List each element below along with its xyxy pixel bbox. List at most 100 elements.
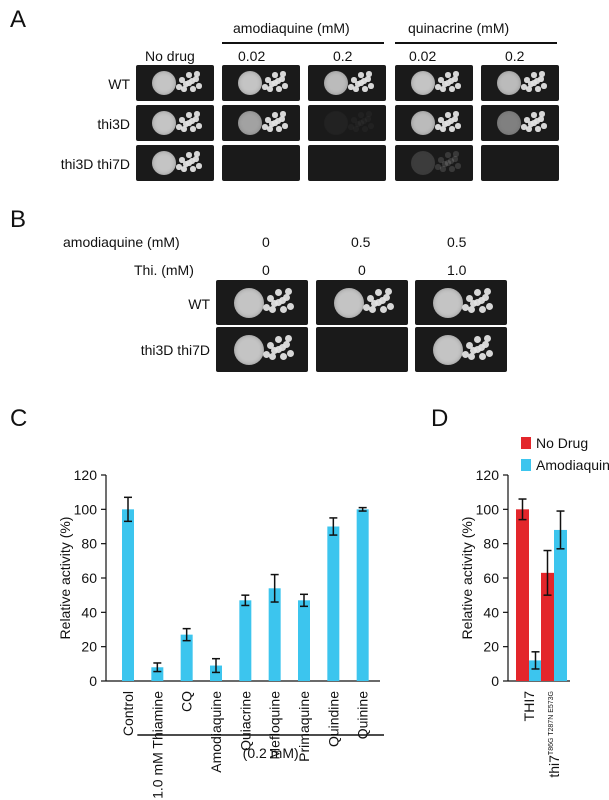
colony bbox=[269, 353, 277, 361]
colony bbox=[462, 303, 470, 311]
panel-d-chart: 0 20 40 60 80 100 120 Relative activity (%) THI7… bbox=[459, 435, 609, 778]
drug-bracket-label: (0.2 mM) bbox=[243, 745, 299, 761]
colony bbox=[283, 341, 291, 349]
y-tick-label: 40 bbox=[81, 604, 97, 620]
plate-tile bbox=[216, 327, 308, 372]
colony bbox=[435, 84, 441, 90]
colony bbox=[375, 299, 383, 306]
colony bbox=[353, 126, 359, 132]
colony bbox=[452, 76, 458, 82]
plate-tile bbox=[481, 145, 559, 181]
colony bbox=[269, 81, 275, 87]
panel-b-strain-label: thi3D thi7D bbox=[140, 342, 210, 358]
colony bbox=[275, 158, 281, 164]
x-tick-label: Quiacrine bbox=[237, 691, 253, 751]
y-tick-label: 40 bbox=[483, 604, 499, 620]
colony bbox=[186, 120, 192, 126]
colony bbox=[438, 117, 444, 123]
colony bbox=[282, 163, 288, 169]
colony bbox=[265, 117, 271, 123]
colony bbox=[275, 78, 281, 84]
colony bbox=[262, 164, 268, 170]
colony bbox=[528, 121, 534, 127]
amodiaquine-header: amodiaquine (mM) bbox=[233, 20, 350, 36]
colony bbox=[383, 294, 391, 302]
colony bbox=[474, 289, 482, 297]
dense-spot bbox=[237, 111, 262, 135]
colony bbox=[375, 289, 383, 297]
colony bbox=[482, 341, 490, 349]
colony bbox=[387, 302, 395, 310]
colony bbox=[196, 163, 202, 169]
plate-tile bbox=[222, 65, 300, 101]
dense-spot bbox=[238, 151, 262, 175]
colony bbox=[369, 353, 376, 360]
colony bbox=[371, 300, 379, 308]
colony bbox=[355, 161, 361, 167]
x-tick-label: thi7T86G T287N E573G bbox=[546, 691, 562, 778]
colony bbox=[528, 161, 534, 167]
dense-spot bbox=[334, 335, 364, 365]
colony bbox=[351, 117, 357, 123]
bar bbox=[210, 665, 222, 681]
colony bbox=[272, 152, 278, 158]
colony bbox=[365, 76, 371, 82]
colony bbox=[348, 124, 354, 130]
colony bbox=[193, 116, 199, 122]
bar bbox=[151, 667, 164, 681]
colony bbox=[438, 77, 444, 83]
colony bbox=[452, 156, 458, 162]
bar bbox=[356, 509, 369, 681]
colony bbox=[366, 71, 372, 77]
plate-tile bbox=[481, 105, 559, 141]
colony bbox=[541, 163, 547, 169]
dense-spot bbox=[234, 334, 265, 365]
plate-tile bbox=[481, 65, 559, 101]
colony bbox=[486, 302, 494, 310]
plate-tile bbox=[222, 105, 300, 141]
colony bbox=[361, 158, 367, 164]
panel-c-letter: C bbox=[10, 405, 28, 432]
colony bbox=[445, 112, 451, 118]
colony bbox=[358, 80, 364, 86]
colony bbox=[183, 161, 189, 167]
amodiaquine-rule bbox=[222, 42, 384, 44]
colony bbox=[474, 299, 482, 306]
colony bbox=[284, 335, 292, 343]
y-tick-label: 100 bbox=[74, 501, 98, 517]
colony bbox=[442, 81, 448, 87]
panel-b-amodiaquine-value: 0.5 bbox=[447, 234, 467, 250]
colony bbox=[181, 86, 187, 92]
colony bbox=[368, 123, 374, 129]
plate-tile bbox=[308, 105, 386, 141]
panel-b-letter: B bbox=[10, 206, 27, 233]
dense-spot bbox=[234, 287, 265, 318]
panel-b-strain-label: WT bbox=[188, 296, 210, 312]
colony bbox=[263, 350, 271, 358]
colony bbox=[541, 123, 547, 129]
x-tick-label: Mefloquine bbox=[267, 691, 283, 760]
y-tick-label: 60 bbox=[81, 570, 97, 586]
colony bbox=[279, 116, 285, 122]
colony bbox=[267, 126, 273, 132]
dense-spot bbox=[433, 334, 464, 365]
colony bbox=[183, 121, 189, 127]
colony bbox=[287, 302, 295, 310]
colony bbox=[358, 120, 364, 126]
colony bbox=[269, 121, 275, 127]
colony bbox=[348, 164, 354, 170]
colony bbox=[189, 158, 195, 164]
colony bbox=[193, 156, 199, 162]
legend-swatch bbox=[521, 459, 531, 471]
colony bbox=[440, 86, 446, 92]
y-tick-label: 0 bbox=[491, 673, 499, 689]
colony bbox=[478, 353, 486, 361]
colony bbox=[179, 157, 185, 163]
colony bbox=[353, 86, 359, 92]
colony bbox=[378, 296, 386, 304]
panel-a-letter: A bbox=[10, 6, 27, 33]
dense-spot bbox=[151, 151, 176, 175]
colony bbox=[190, 126, 196, 132]
colony bbox=[362, 86, 368, 92]
bar bbox=[298, 600, 310, 681]
